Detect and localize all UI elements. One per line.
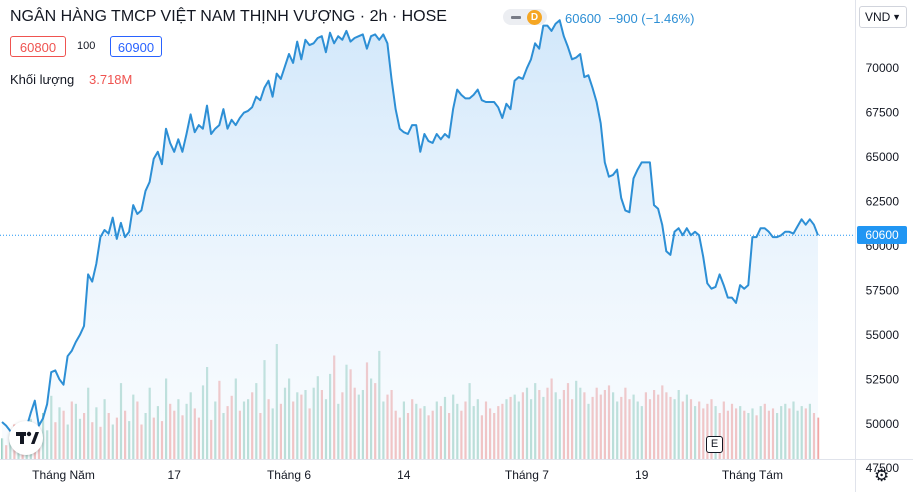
last-price-tag: 60600	[857, 226, 907, 244]
price-change-readout: 60600 −900 (−1.46%)	[565, 11, 694, 26]
x-tick-label: Tháng 6	[267, 468, 311, 482]
price-axis-divider	[855, 0, 856, 492]
y-tick-label: 70000	[866, 61, 900, 75]
tradingview-logo-icon[interactable]	[9, 421, 43, 455]
tradingview-logo-glyph	[16, 431, 39, 444]
price-change: −900 (−1.46%)	[608, 11, 695, 26]
x-axis-labels: Tháng Năm 17 Tháng 6 14 Tháng 7 19 Tháng Tám	[32, 468, 783, 482]
x-tick-label: 14	[397, 468, 411, 482]
currency-value: VND	[865, 10, 891, 24]
x-tick-label: Tháng Năm	[32, 468, 95, 482]
price-line	[1, 19, 819, 438]
currency-select[interactable]: VND ▼	[859, 6, 907, 28]
status-letter: D	[527, 10, 542, 25]
y-tick-label: 55000	[866, 328, 900, 342]
volume-bar	[817, 417, 820, 459]
price-area	[2, 20, 818, 459]
y-tick-label: 52500	[866, 372, 900, 386]
sell-button[interactable]: 60800	[10, 36, 66, 57]
y-tick-label: 65000	[866, 150, 900, 164]
symbol-title[interactable]: NGÂN HÀNG TMCP VIỆT NAM THỊNH VƯỢNG · 2h…	[10, 8, 447, 25]
y-axis-labels: 7250070000675006500062500600005750055000…	[866, 17, 900, 475]
volume-value: 3.718M	[89, 72, 133, 87]
gear-icon[interactable]: ⚙	[874, 466, 890, 485]
y-tick-label: 47500	[866, 461, 900, 475]
y-tick-label: 57500	[866, 283, 900, 297]
y-tick-label: 62500	[866, 195, 900, 209]
buy-button[interactable]: 60900	[110, 36, 162, 57]
x-tick-label: 19	[635, 468, 649, 482]
x-tick-label: Tháng 7	[505, 468, 549, 482]
time-axis-divider	[0, 459, 913, 460]
dash-icon	[511, 16, 521, 19]
x-tick-label: 17	[168, 468, 182, 482]
chevron-down-icon: ▼	[892, 12, 901, 22]
volume-label[interactable]: Khối lượng	[10, 72, 75, 87]
y-tick-label: 50000	[866, 417, 900, 431]
x-tick-label: Tháng Tám	[722, 468, 783, 482]
current-price: 60600	[565, 11, 602, 26]
market-status-badge[interactable]: D	[503, 9, 547, 25]
y-tick-label: 67500	[866, 106, 900, 120]
earnings-event-marker[interactable]: E	[706, 436, 723, 453]
spread-value: 100	[77, 40, 96, 52]
